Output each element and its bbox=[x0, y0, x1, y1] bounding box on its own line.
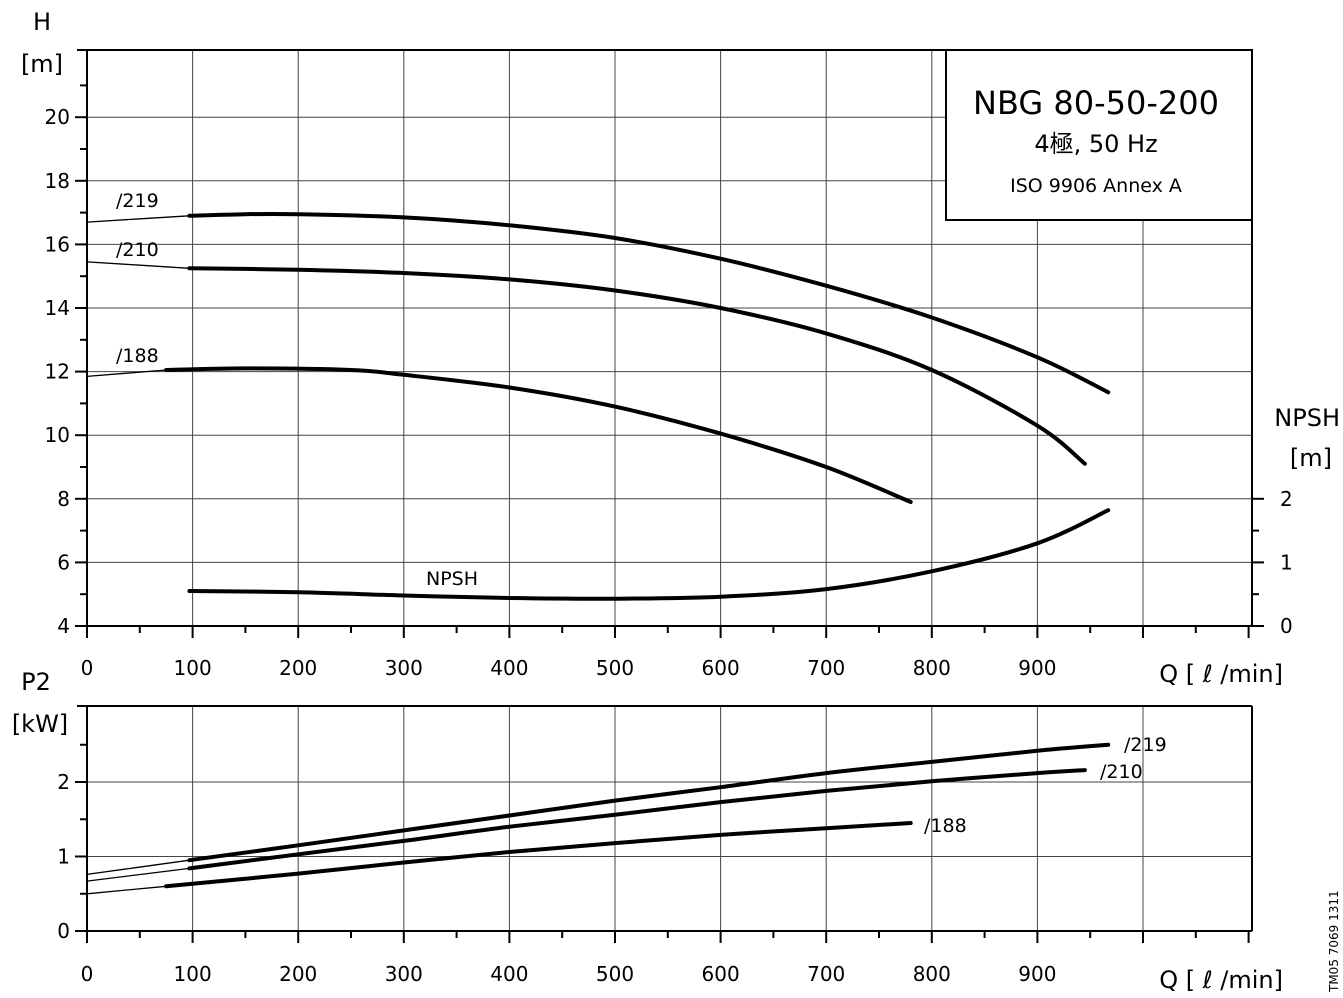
power-ytick-label: 0 bbox=[57, 919, 70, 943]
head-ytick-label: 14 bbox=[45, 296, 70, 320]
power-xtick-label: 700 bbox=[807, 962, 845, 986]
head-curve-ext-1 bbox=[86, 261, 190, 269]
head-xtick-label: 0 bbox=[81, 656, 94, 680]
head-xtick-label: 700 bbox=[807, 656, 845, 680]
head-xtick-label: 800 bbox=[913, 656, 951, 680]
power-xtick-label: 600 bbox=[702, 962, 740, 986]
head-ytick-label: 6 bbox=[57, 550, 70, 574]
power-xtick-label: 900 bbox=[1018, 962, 1056, 986]
power-xtick-label: 500 bbox=[596, 962, 634, 986]
head-xtick-label: 500 bbox=[596, 656, 634, 680]
head-xtick-label: 300 bbox=[385, 656, 423, 680]
power-curve-1 bbox=[187, 768, 1087, 871]
head-curve-1 bbox=[187, 266, 1087, 466]
chart-subtitle: 4極, 50 Hz bbox=[1034, 130, 1157, 158]
head-y-unit: [m] bbox=[21, 50, 63, 78]
head-xtick-label: 400 bbox=[490, 656, 528, 680]
head-x-axis-title: Q [ ℓ /min] bbox=[1159, 660, 1283, 688]
head-xtick-label: 900 bbox=[1018, 656, 1056, 680]
power-ytick-label: 2 bbox=[57, 770, 70, 794]
npsh-curve-label: NPSH bbox=[426, 568, 478, 590]
power-curve-2 bbox=[164, 821, 913, 889]
head-xtick-label: 600 bbox=[702, 656, 740, 680]
power-xtick-label: 200 bbox=[279, 962, 317, 986]
head-curve-0 bbox=[187, 211, 1111, 395]
head-curve-label: /219 bbox=[116, 190, 159, 212]
head-curve-2 bbox=[164, 366, 913, 504]
npsh-ytick-label: 1 bbox=[1280, 550, 1293, 574]
npsh-ytick-label: 0 bbox=[1280, 614, 1293, 638]
head-ytick-label: 20 bbox=[45, 105, 70, 129]
power-xtick-label: 100 bbox=[174, 962, 212, 986]
power-curve-ext-2 bbox=[86, 885, 167, 895]
head-curve-label: /210 bbox=[116, 239, 159, 261]
power-xtick-label: 0 bbox=[81, 962, 94, 986]
power-xtick-label: 400 bbox=[490, 962, 528, 986]
power-xtick-label: 800 bbox=[913, 962, 951, 986]
power-ytick-label: 1 bbox=[57, 845, 70, 869]
power-y-title: P2 bbox=[21, 668, 51, 696]
power-panel: 0 1 2 0 100 200 300 400 500 600 700 800 900 Q [ ℓ /mi… bbox=[12, 668, 1283, 994]
head-y-title: H bbox=[33, 8, 51, 36]
title-box-frame bbox=[945, 49, 1253, 221]
power-xtick-label: 300 bbox=[385, 962, 423, 986]
power-curve-ext-1 bbox=[86, 867, 190, 882]
head-ytick-label: 10 bbox=[45, 423, 70, 447]
power-curve-0 bbox=[187, 742, 1111, 863]
power-curve-label: /219 bbox=[1124, 734, 1167, 756]
head-curve-ext-2 bbox=[86, 369, 167, 378]
document-code: TM05 7069 1311 bbox=[1327, 890, 1341, 993]
chart-title: NBG 80-50-200 bbox=[973, 84, 1219, 122]
power-x-axis-title: Q [ ℓ /min] bbox=[1159, 966, 1283, 994]
head-ytick-label: 4 bbox=[57, 614, 70, 638]
head-ytick-label: 8 bbox=[57, 487, 70, 511]
npsh-y-unit: [m] bbox=[1290, 444, 1332, 472]
standard-note: ISO 9906 Annex A bbox=[1010, 175, 1182, 197]
power-curve-label: /188 bbox=[924, 815, 967, 837]
title-box: NBG 80-50-200 4極, 50 Hz ISO 9906 Annex A bbox=[945, 49, 1253, 221]
power-y-unit: [kW] bbox=[12, 710, 68, 738]
head-curve-label: /188 bbox=[116, 345, 159, 367]
head-curve-ext-0 bbox=[86, 215, 190, 223]
power-curve-ext-0 bbox=[86, 859, 190, 876]
head-ytick-label: 16 bbox=[45, 232, 70, 256]
power-curve-label: /210 bbox=[1100, 761, 1143, 783]
head-xtick-label: 200 bbox=[279, 656, 317, 680]
npsh-y-title: NPSH bbox=[1274, 404, 1340, 432]
head-ytick-label: 12 bbox=[45, 360, 70, 384]
head-xtick-label: 100 bbox=[174, 656, 212, 680]
npsh-curve bbox=[187, 508, 1111, 601]
npsh-ytick-label: 2 bbox=[1280, 487, 1293, 511]
head-ytick-label: 18 bbox=[45, 169, 70, 193]
